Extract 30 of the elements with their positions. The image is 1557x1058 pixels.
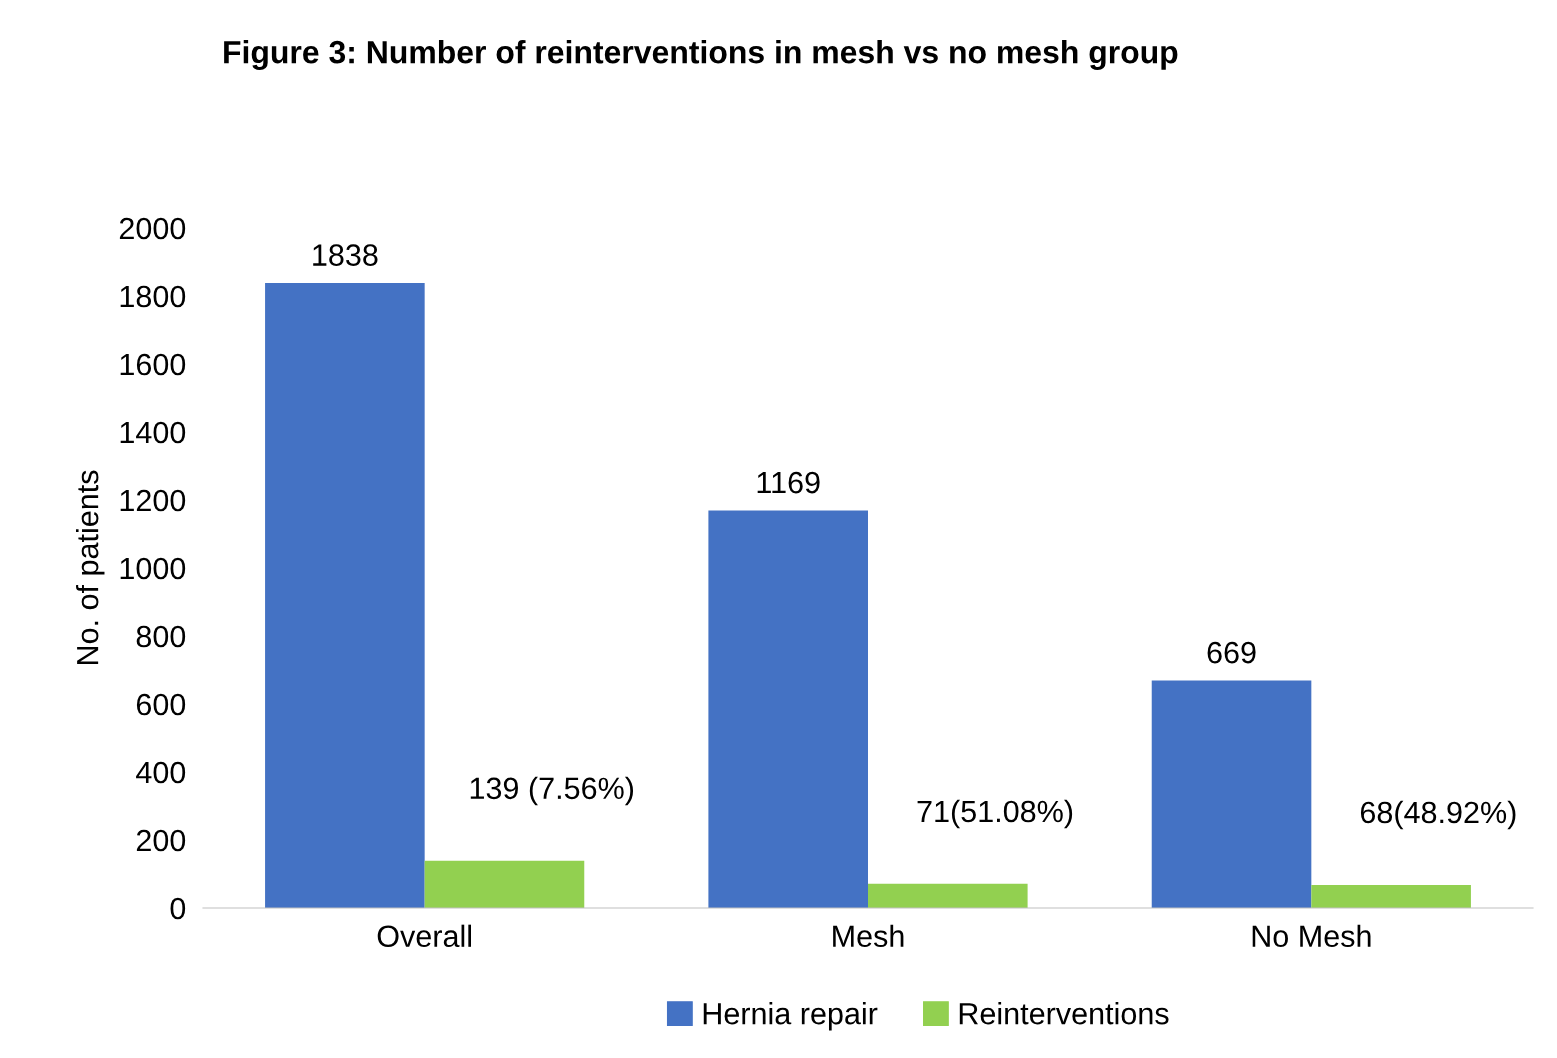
bar: [424, 860, 585, 908]
y-tick-label: 1800: [120, 285, 186, 308]
bar: [708, 510, 868, 908]
y-axis-title: No. of patients: [75, 470, 105, 664]
x-tick-label: Overall: [377, 924, 472, 948]
bar: [1151, 680, 1312, 908]
bar: [265, 283, 425, 908]
y-tick-label: 1000: [120, 557, 186, 580]
y-tick-label: 1600: [120, 353, 186, 376]
y-tick-label: 200: [136, 829, 186, 852]
data-label: 1838: [313, 244, 378, 266]
data-label: 669: [1207, 641, 1256, 664]
data-label: 1169: [757, 471, 820, 494]
y-tick-label: 0: [170, 897, 186, 920]
legend-label: Reinterventions: [959, 1002, 1169, 1025]
chart-title: Figure 3: Number of reinterventions in mesh vs no mesh group: [224, 40, 1178, 70]
x-tick-label: Mesh: [833, 924, 904, 948]
data-label: 68(48.92%): [1360, 800, 1516, 830]
y-tick-label: 2000: [119, 217, 186, 240]
y-tick-label: 1200: [120, 489, 186, 512]
y-tick-label: 800: [136, 625, 186, 648]
data-label: 71(51.08%): [917, 799, 1073, 829]
legend-label: Hernia repair: [703, 1002, 878, 1031]
y-tick-label: 400: [136, 761, 186, 784]
y-tick-label: 600: [136, 693, 186, 716]
bar: [1311, 884, 1471, 908]
data-label: 139 (7.56%): [470, 776, 634, 806]
bar: [868, 883, 1028, 908]
y-tick-label: 1400: [120, 421, 186, 444]
x-tick-label: No Mesh: [1252, 924, 1371, 948]
